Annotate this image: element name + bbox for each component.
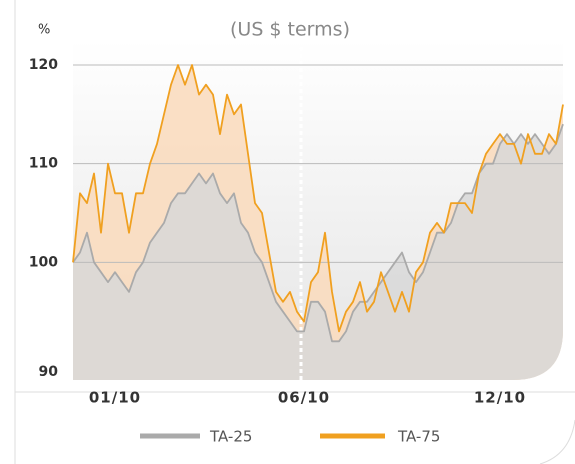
legend-label: TA-75 — [397, 428, 440, 446]
chart-title: (US $ terms) — [230, 19, 350, 41]
legend-label: TA-25 — [209, 428, 252, 446]
y-axis-label: % — [38, 23, 50, 38]
frame — [14, 0, 575, 464]
x-tick-label: 01/10 — [89, 389, 141, 407]
y-tick-label: 110 — [29, 156, 58, 172]
series-area — [73, 124, 563, 380]
x-tick-label: 12/10 — [474, 389, 526, 407]
y-tick-label: 90 — [39, 364, 59, 380]
series-line — [72, 123, 564, 343]
y-tick-label: 120 — [29, 57, 58, 73]
x-tick-label: 06/10 — [278, 389, 330, 407]
y-tick-label: 100 — [29, 254, 58, 270]
series-line — [72, 64, 564, 333]
